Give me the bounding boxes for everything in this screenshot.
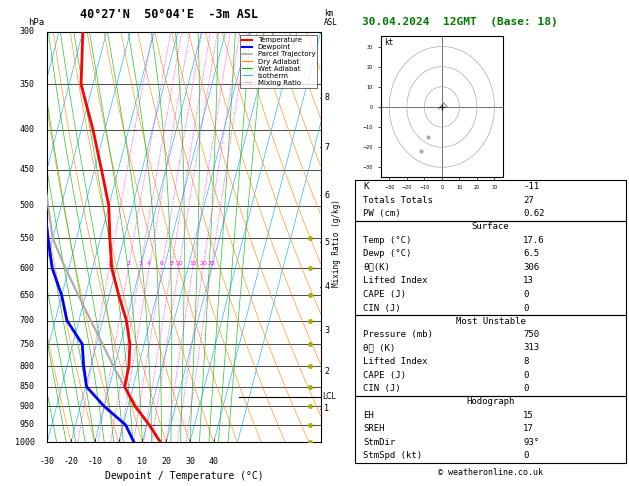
Text: 1: 1 <box>324 404 329 414</box>
Text: 17.6: 17.6 <box>523 236 545 244</box>
Text: 600: 600 <box>20 263 35 273</box>
Text: 700: 700 <box>20 316 35 325</box>
Text: StmDir: StmDir <box>363 438 395 447</box>
Text: Totals Totals: Totals Totals <box>363 196 433 205</box>
Text: 10: 10 <box>137 457 147 466</box>
Text: Hodograph: Hodograph <box>467 398 515 406</box>
Text: CAPE (J): CAPE (J) <box>363 290 406 299</box>
Text: kt: kt <box>384 37 393 47</box>
Text: 1000: 1000 <box>15 438 35 447</box>
Text: 27: 27 <box>523 196 534 205</box>
Text: 20: 20 <box>161 457 171 466</box>
Text: Mixing Ratio (g/kg): Mixing Ratio (g/kg) <box>332 199 341 287</box>
Text: 550: 550 <box>20 234 35 243</box>
Text: 850: 850 <box>20 382 35 391</box>
Text: 30: 30 <box>185 457 195 466</box>
Text: 306: 306 <box>523 263 539 272</box>
Text: 8: 8 <box>324 93 329 102</box>
Text: 300: 300 <box>20 27 35 36</box>
Text: 15: 15 <box>523 411 534 419</box>
Text: 3: 3 <box>138 261 142 266</box>
Text: 800: 800 <box>20 362 35 371</box>
Text: 13: 13 <box>523 277 534 285</box>
Text: 650: 650 <box>20 291 35 300</box>
Text: 2: 2 <box>126 261 130 266</box>
Text: hPa: hPa <box>28 18 44 28</box>
Text: 400: 400 <box>20 125 35 134</box>
Text: Lifted Index: Lifted Index <box>363 357 428 366</box>
Text: Dewp (°C): Dewp (°C) <box>363 249 411 258</box>
Text: 0.62: 0.62 <box>523 209 545 218</box>
Text: © weatheronline.co.uk: © weatheronline.co.uk <box>438 468 543 477</box>
Text: θᴇ (K): θᴇ (K) <box>363 344 395 352</box>
Text: CIN (J): CIN (J) <box>363 304 401 312</box>
Text: 2: 2 <box>324 367 329 376</box>
Text: 0: 0 <box>523 384 528 393</box>
Text: CAPE (J): CAPE (J) <box>363 371 406 380</box>
Text: 7: 7 <box>324 143 329 152</box>
Text: EH: EH <box>363 411 374 419</box>
Text: StmSpd (kt): StmSpd (kt) <box>363 451 422 460</box>
Text: 20: 20 <box>199 261 207 266</box>
Text: -10: -10 <box>87 457 103 466</box>
Text: K: K <box>363 182 369 191</box>
Text: 1: 1 <box>107 261 111 266</box>
Text: Surface: Surface <box>472 223 509 231</box>
Text: Dewpoint / Temperature (°C): Dewpoint / Temperature (°C) <box>104 471 264 481</box>
Text: 6: 6 <box>160 261 164 266</box>
Text: 4: 4 <box>147 261 151 266</box>
Text: 500: 500 <box>20 201 35 210</box>
Text: 40°27'N  50°04'E  -3m ASL: 40°27'N 50°04'E -3m ASL <box>80 8 258 21</box>
Text: 17: 17 <box>523 424 534 433</box>
Text: 950: 950 <box>20 420 35 429</box>
Text: Pressure (mb): Pressure (mb) <box>363 330 433 339</box>
Text: 750: 750 <box>523 330 539 339</box>
Text: 5: 5 <box>324 238 329 246</box>
Text: 6: 6 <box>324 191 329 200</box>
Text: 0: 0 <box>116 457 121 466</box>
Text: 0: 0 <box>523 304 528 312</box>
Text: 4: 4 <box>324 282 329 291</box>
Legend: Temperature, Dewpoint, Parcel Trajectory, Dry Adiabat, Wet Adiabat, Isotherm, Mi: Temperature, Dewpoint, Parcel Trajectory… <box>240 35 317 88</box>
Text: -30: -30 <box>40 457 55 466</box>
Text: 15: 15 <box>189 261 197 266</box>
Text: 0: 0 <box>523 451 528 460</box>
Text: -20: -20 <box>64 457 79 466</box>
Text: Lifted Index: Lifted Index <box>363 277 428 285</box>
Text: km
ASL: km ASL <box>324 10 338 28</box>
Text: PW (cm): PW (cm) <box>363 209 401 218</box>
Text: 30.04.2024  12GMT  (Base: 18): 30.04.2024 12GMT (Base: 18) <box>362 17 557 27</box>
Text: 6.5: 6.5 <box>523 249 539 258</box>
Text: 0: 0 <box>523 290 528 299</box>
Text: 8: 8 <box>169 261 173 266</box>
Text: -11: -11 <box>523 182 539 191</box>
Text: 450: 450 <box>20 165 35 174</box>
Text: 900: 900 <box>20 402 35 411</box>
Text: 750: 750 <box>20 340 35 348</box>
Text: 25: 25 <box>208 261 215 266</box>
Text: Most Unstable: Most Unstable <box>455 317 526 326</box>
Text: θᴇ(K): θᴇ(K) <box>363 263 390 272</box>
Text: LCL: LCL <box>322 392 336 401</box>
Text: Temp (°C): Temp (°C) <box>363 236 411 244</box>
Text: SREH: SREH <box>363 424 384 433</box>
Text: 40: 40 <box>209 457 219 466</box>
Text: 350: 350 <box>20 80 35 88</box>
Text: 10: 10 <box>175 261 182 266</box>
Text: 93°: 93° <box>523 438 539 447</box>
Text: 0: 0 <box>523 371 528 380</box>
Text: 3: 3 <box>324 326 329 335</box>
Text: 8: 8 <box>523 357 528 366</box>
Text: CIN (J): CIN (J) <box>363 384 401 393</box>
Text: 313: 313 <box>523 344 539 352</box>
